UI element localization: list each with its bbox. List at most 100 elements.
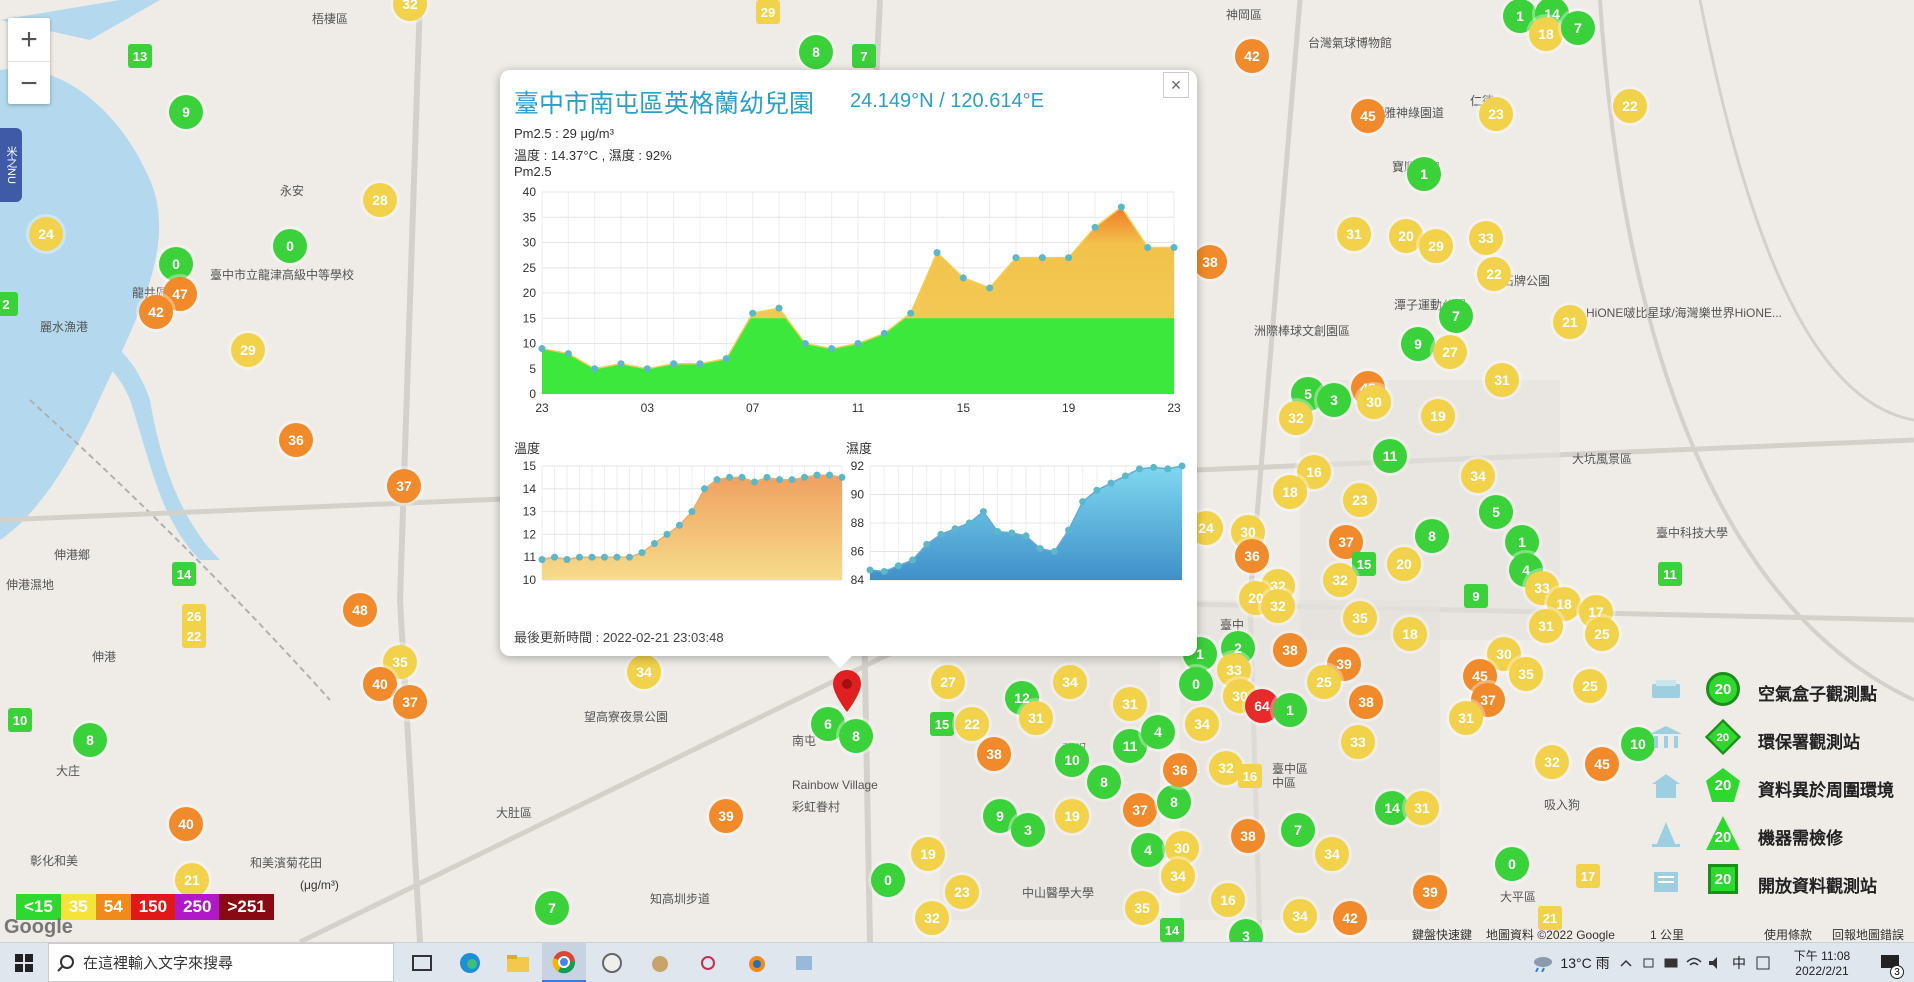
sensor-marker[interactable]: 18 [1547, 587, 1581, 621]
sensor-marker[interactable]: 24 [29, 217, 63, 251]
keyboard-shortcuts-link[interactable]: 鍵盤快速鍵 [1412, 928, 1473, 942]
sensor-marker[interactable]: 42 [1333, 901, 1367, 935]
sensor-marker[interactable]: 36 [1235, 539, 1269, 573]
sensor-marker[interactable]: 22 [1477, 257, 1511, 291]
sensor-marker[interactable]: 17 [1576, 864, 1600, 888]
sensor-marker[interactable]: 30 [1231, 515, 1265, 549]
sensor-marker[interactable]: 21 [1553, 305, 1587, 339]
sensor-marker[interactable]: 3 [1317, 383, 1351, 417]
sensor-marker[interactable]: 32 [915, 901, 949, 935]
sensor-marker[interactable]: 23 [945, 875, 979, 909]
sensor-marker[interactable]: 14 [172, 562, 196, 586]
sensor-marker[interactable]: 9 [1401, 327, 1435, 361]
sensor-marker[interactable]: 22 [955, 707, 989, 741]
input-mode-icon[interactable] [1752, 943, 1774, 982]
sensor-marker[interactable]: 20 [1387, 547, 1421, 581]
sensor-marker[interactable]: 0 [159, 247, 193, 281]
sensor-marker[interactable]: 34 [1161, 859, 1195, 893]
sensor-marker[interactable]: 31 [1113, 687, 1147, 721]
sensor-marker[interactable]: 25 [1585, 617, 1619, 651]
sensor-marker[interactable]: 31 [1485, 363, 1519, 397]
sensor-marker[interactable]: 5 [1479, 495, 1513, 529]
sensor-marker[interactable]: 15 [1352, 552, 1376, 576]
sensor-marker[interactable]: 10 [8, 708, 32, 732]
sensor-marker[interactable]: 11 [1113, 729, 1147, 763]
sensor-marker[interactable]: 35 [1343, 601, 1377, 635]
sensor-marker[interactable]: 34 [1315, 837, 1349, 871]
taskbar-search-box[interactable]: 在這裡輸入文字來搜尋 [48, 943, 394, 982]
sensor-marker[interactable]: 27 [931, 665, 965, 699]
clock[interactable]: 下午 11:08 2022/2/21 [1780, 943, 1864, 982]
sensor-marker[interactable]: 27 [1433, 335, 1467, 369]
wifi-icon[interactable] [1684, 943, 1704, 982]
sensor-marker[interactable]: 34 [1283, 899, 1317, 933]
app-icon-animal[interactable] [640, 943, 680, 982]
sensor-marker[interactable]: 8 [839, 719, 873, 753]
sensor-marker[interactable]: 32 [1323, 563, 1357, 597]
app-icon-drone[interactable] [688, 943, 728, 982]
edge-browser-icon[interactable] [450, 943, 490, 982]
sensor-marker[interactable]: 1 [1273, 693, 1307, 727]
sensor-marker[interactable]: 37 [387, 469, 421, 503]
sensor-marker[interactable]: 32 [1261, 589, 1295, 623]
sensor-marker[interactable]: 34 [627, 655, 661, 689]
sensor-marker[interactable]: 4 [1141, 715, 1175, 749]
sensor-marker[interactable]: 8 [799, 35, 833, 69]
sensor-marker[interactable]: 25 [1573, 669, 1607, 703]
blender-icon[interactable] [736, 943, 776, 982]
sensor-marker[interactable]: 7 [1561, 11, 1595, 45]
sensor-marker[interactable]: 38 [1273, 633, 1307, 667]
sensor-marker[interactable]: 39 [709, 799, 743, 833]
sensor-marker[interactable]: 33 [1341, 725, 1375, 759]
sensor-marker[interactable]: 37 [1123, 793, 1157, 827]
sensor-marker[interactable]: 33 [1525, 571, 1559, 605]
sensor-marker[interactable]: 28 [363, 183, 397, 217]
sensor-marker[interactable]: 18 [1393, 617, 1427, 651]
sensor-marker[interactable]: 8 [1415, 519, 1449, 553]
sensor-marker[interactable]: 42 [1235, 39, 1269, 73]
sensor-marker[interactable]: 4 [1131, 833, 1165, 867]
sensor-marker[interactable]: 32 [1209, 751, 1243, 785]
ime-indicator[interactable]: 中 [1728, 943, 1750, 982]
report-error-link[interactable]: 回報地圖錯誤 [1832, 928, 1905, 942]
sensor-marker[interactable]: 10 [1055, 743, 1089, 777]
sensor-marker[interactable]: 2 [0, 292, 18, 316]
sensor-marker[interactable]: 7 [1439, 299, 1473, 333]
sensor-marker[interactable]: 8 [1087, 765, 1121, 799]
sensor-marker[interactable]: 39 [1413, 875, 1447, 909]
sensor-marker[interactable]: 23 [1343, 483, 1377, 517]
sensor-marker[interactable]: 0 [871, 863, 905, 897]
sensor-marker[interactable]: 11 [1658, 562, 1682, 586]
sensor-marker[interactable]: 32 [1279, 401, 1313, 435]
sensor-marker[interactable]: 38 [977, 737, 1011, 771]
sensor-marker[interactable]: 0 [273, 229, 307, 263]
battery-icon[interactable] [1662, 943, 1682, 982]
sensor-marker[interactable]: 18 [1529, 17, 1563, 51]
sensor-marker[interactable]: 35 [1509, 657, 1543, 691]
meet-now-icon[interactable] [1640, 943, 1660, 982]
sensor-marker[interactable]: 29 [1419, 229, 1453, 263]
sensor-marker[interactable]: 32 [1535, 745, 1569, 779]
sensor-marker[interactable]: 16 [1211, 883, 1245, 917]
sensor-marker[interactable]: 31 [1405, 791, 1439, 825]
sensor-marker[interactable]: 34 [1053, 665, 1087, 699]
sensor-marker[interactable]: 10 [1621, 727, 1655, 761]
sensor-marker[interactable]: 36 [1163, 753, 1197, 787]
sensor-marker[interactable]: 37 [393, 685, 427, 719]
app-icon-clock[interactable] [592, 943, 632, 982]
sensor-marker[interactable]: 31 [1529, 609, 1563, 643]
sensor-marker[interactable]: 1 [1407, 157, 1441, 191]
sensor-marker[interactable]: 0 [1495, 847, 1529, 881]
sensor-marker[interactable]: 21 [175, 863, 209, 897]
sensor-marker[interactable]: 14 [1375, 791, 1409, 825]
sensor-marker[interactable]: 7 [852, 44, 876, 68]
sensor-marker[interactable]: 19 [1421, 399, 1455, 433]
sensor-marker[interactable]: 25 [1307, 665, 1341, 699]
sensor-marker[interactable]: 45 [1585, 747, 1619, 781]
sensor-marker[interactable]: 14 [1160, 918, 1184, 942]
sensor-marker[interactable]: 31 [1449, 701, 1483, 735]
sensor-marker[interactable]: 40 [363, 667, 397, 701]
sensor-marker[interactable]: 45 [1351, 99, 1385, 133]
terms-link[interactable]: 使用條款 [1764, 928, 1813, 942]
sensor-marker[interactable]: 15 [930, 712, 954, 736]
